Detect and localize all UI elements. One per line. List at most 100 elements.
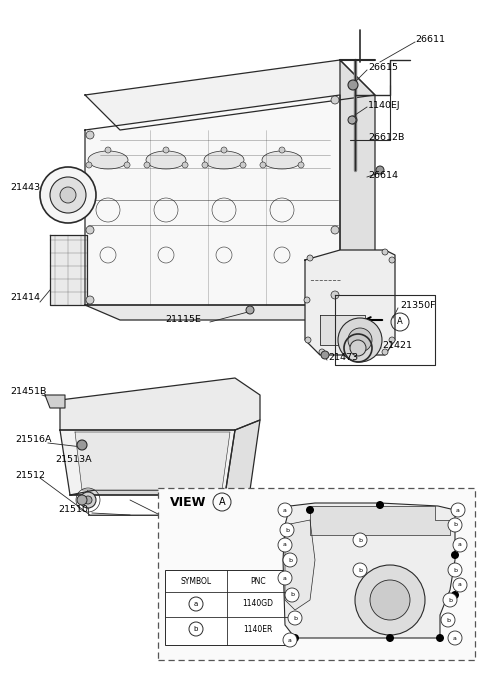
Text: 26611: 26611 <box>415 36 445 45</box>
Polygon shape <box>305 250 395 355</box>
Circle shape <box>451 551 459 559</box>
Circle shape <box>448 631 462 645</box>
Text: 21510: 21510 <box>58 506 88 514</box>
Circle shape <box>451 591 459 599</box>
Text: A: A <box>397 318 403 327</box>
Text: a: a <box>194 601 198 607</box>
Polygon shape <box>85 95 340 305</box>
Text: b: b <box>453 567 457 573</box>
Text: 26615: 26615 <box>368 64 398 72</box>
Circle shape <box>355 565 425 635</box>
Text: PNC: PNC <box>250 577 266 585</box>
Text: a: a <box>288 637 292 642</box>
Polygon shape <box>45 395 65 408</box>
Text: 21516A: 21516A <box>15 435 51 445</box>
Circle shape <box>305 337 311 343</box>
Circle shape <box>50 177 86 213</box>
Text: b: b <box>446 617 450 623</box>
Text: 21421: 21421 <box>382 341 412 349</box>
Text: 21443: 21443 <box>10 183 40 193</box>
Circle shape <box>60 187 76 203</box>
Text: a: a <box>283 575 287 581</box>
Text: VIEW: VIEW <box>170 496 206 508</box>
Polygon shape <box>60 378 260 430</box>
Bar <box>158 488 475 660</box>
Circle shape <box>288 611 302 625</box>
Text: 21451B: 21451B <box>10 387 47 397</box>
Circle shape <box>453 578 467 592</box>
Circle shape <box>291 634 299 642</box>
Polygon shape <box>75 432 230 490</box>
Circle shape <box>84 496 92 504</box>
Circle shape <box>240 162 246 168</box>
Circle shape <box>283 633 297 647</box>
Text: b: b <box>288 558 292 562</box>
Text: a: a <box>456 508 460 512</box>
Polygon shape <box>340 60 375 305</box>
Circle shape <box>348 80 358 90</box>
Circle shape <box>353 563 367 577</box>
Circle shape <box>348 116 356 124</box>
Circle shape <box>338 318 382 362</box>
Text: a: a <box>453 635 457 640</box>
Circle shape <box>285 588 299 602</box>
Circle shape <box>280 523 294 537</box>
Text: 21350F: 21350F <box>400 301 435 310</box>
Circle shape <box>331 291 339 299</box>
Circle shape <box>80 492 96 508</box>
Circle shape <box>443 593 457 607</box>
Circle shape <box>77 440 87 450</box>
Circle shape <box>163 147 169 153</box>
Ellipse shape <box>204 151 244 169</box>
Text: 1140EJ: 1140EJ <box>368 101 401 110</box>
Circle shape <box>436 634 444 642</box>
Circle shape <box>221 147 227 153</box>
Circle shape <box>382 349 388 355</box>
Circle shape <box>376 166 384 174</box>
Text: b: b <box>453 523 457 527</box>
Circle shape <box>348 328 372 352</box>
Text: 26614: 26614 <box>368 170 398 180</box>
Text: 21473: 21473 <box>328 354 358 362</box>
Circle shape <box>441 613 455 627</box>
Polygon shape <box>85 305 375 320</box>
Text: b: b <box>194 626 198 632</box>
Circle shape <box>86 131 94 139</box>
Circle shape <box>321 351 329 359</box>
Polygon shape <box>285 520 315 610</box>
Text: b: b <box>285 527 289 533</box>
Text: a: a <box>283 543 287 548</box>
Ellipse shape <box>262 151 302 169</box>
Circle shape <box>283 553 297 567</box>
Text: b: b <box>293 616 297 621</box>
Polygon shape <box>85 60 375 130</box>
Circle shape <box>86 162 92 168</box>
Circle shape <box>319 349 325 355</box>
Circle shape <box>453 538 467 552</box>
Circle shape <box>307 255 313 261</box>
Text: 21414: 21414 <box>10 293 40 302</box>
Circle shape <box>349 116 357 124</box>
Circle shape <box>382 249 388 255</box>
Circle shape <box>448 518 462 532</box>
Polygon shape <box>70 490 250 495</box>
Text: SYMBOL: SYMBOL <box>180 577 212 585</box>
Circle shape <box>124 162 130 168</box>
Circle shape <box>389 337 395 343</box>
Polygon shape <box>60 430 235 495</box>
Polygon shape <box>310 506 450 535</box>
Text: a: a <box>458 583 462 587</box>
Circle shape <box>451 503 465 517</box>
Polygon shape <box>320 315 365 345</box>
Text: b: b <box>358 537 362 543</box>
Circle shape <box>246 306 254 314</box>
Circle shape <box>278 503 292 517</box>
Circle shape <box>306 506 314 514</box>
Text: 21115E: 21115E <box>165 316 201 324</box>
Circle shape <box>353 533 367 547</box>
Text: 21512: 21512 <box>15 470 45 479</box>
Circle shape <box>77 495 87 505</box>
Text: A: A <box>219 497 225 507</box>
Circle shape <box>389 257 395 263</box>
Circle shape <box>144 162 150 168</box>
